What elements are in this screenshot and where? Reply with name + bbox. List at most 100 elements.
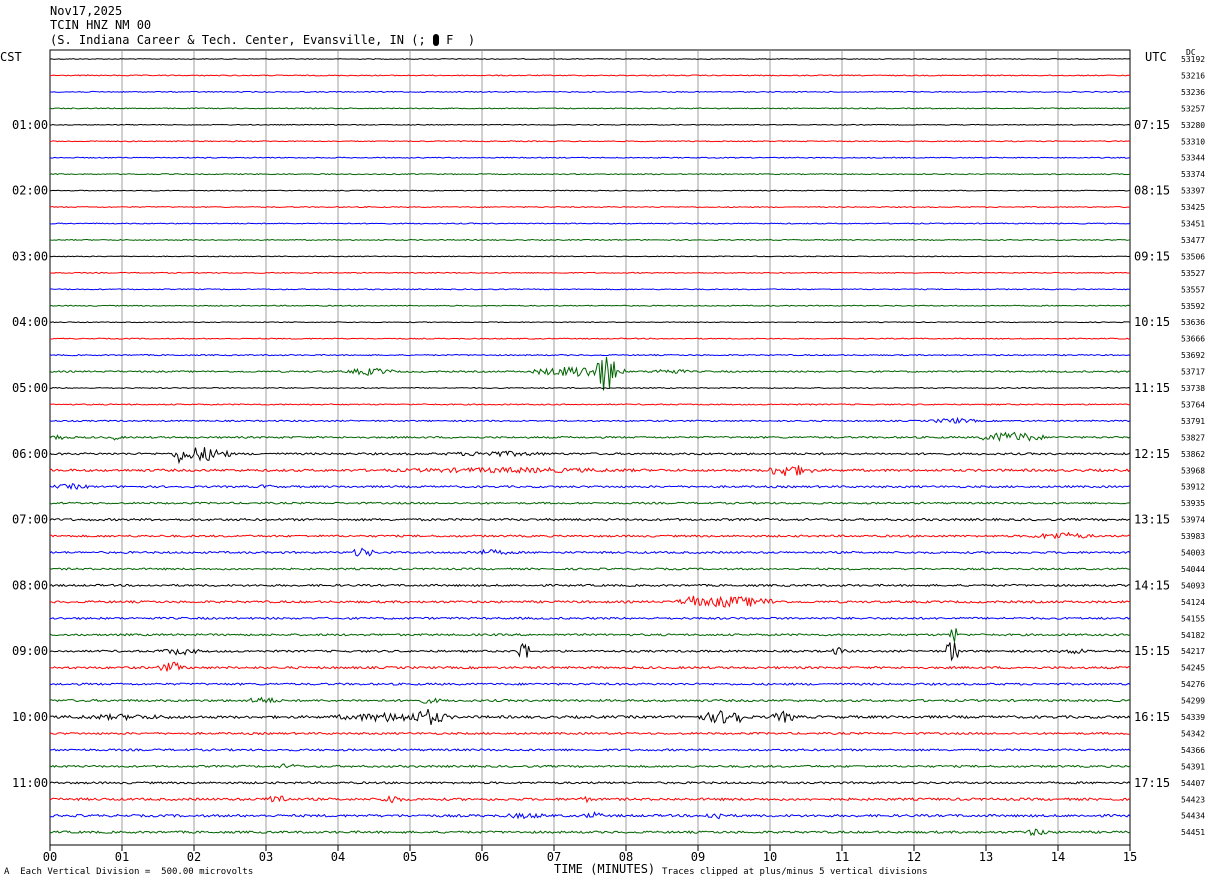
seismic-trace <box>49 501 1131 505</box>
seismic-trace <box>49 763 1131 769</box>
x-tick-label: 05 <box>403 850 417 864</box>
dc-offset-label: 53477 <box>1181 236 1205 245</box>
right-hour-label: 08:15 <box>1134 184 1170 198</box>
dc-offset-label: 53527 <box>1181 269 1205 278</box>
x-tick-label: 00 <box>43 850 57 864</box>
seismic-trace <box>49 616 1131 621</box>
dc-offset-label: 53397 <box>1181 187 1205 196</box>
left-hour-label: 09:00 <box>12 644 48 658</box>
seismic-trace <box>49 304 1131 307</box>
scale-note: A Each Vertical Division = 500.00 microv… <box>4 867 253 877</box>
right-hour-label: 10:15 <box>1134 315 1170 329</box>
plot-frame <box>49 49 1131 846</box>
x-tick-label: 10 <box>763 850 777 864</box>
right-hour-label: 12:15 <box>1134 447 1170 461</box>
x-tick-label: 01 <box>115 850 129 864</box>
seismic-trace <box>49 642 1131 662</box>
x-tick-label: 13 <box>979 850 993 864</box>
seismic-trace <box>49 810 1131 820</box>
x-tick-label: 06 <box>475 850 489 864</box>
seismic-trace <box>49 321 1131 324</box>
left-timezone-label: CST <box>0 50 22 64</box>
seismic-trace <box>49 337 1131 340</box>
station-location: (S. Indiana Career & Tech. Center, Evans… <box>50 34 475 47</box>
seismic-trace <box>49 90 1131 93</box>
left-hour-label: 02:00 <box>12 184 48 198</box>
dc-offset-label: 54003 <box>1181 549 1205 558</box>
dc-offset-label: 53764 <box>1181 400 1205 409</box>
seismic-trace <box>49 156 1131 159</box>
seismic-trace <box>49 731 1131 736</box>
dc-offset-label: 54434 <box>1181 812 1205 821</box>
dc-offset-label: 54124 <box>1181 598 1205 607</box>
dc-column-label: DC <box>1186 48 1196 57</box>
x-tick-label: 02 <box>187 850 201 864</box>
left-hour-label: 01:00 <box>12 118 48 132</box>
seismic-trace <box>49 595 1131 608</box>
right-hour-label: 11:15 <box>1134 381 1170 395</box>
seismic-trace <box>49 74 1131 77</box>
dc-offset-label: 53592 <box>1181 302 1205 311</box>
right-hour-label: 14:15 <box>1134 578 1170 592</box>
dc-offset-label: 53827 <box>1181 433 1205 442</box>
seismic-trace <box>49 682 1131 686</box>
left-hour-label: 06:00 <box>12 447 48 461</box>
scale-text: Each Vertical Division = 500.00 microvol… <box>20 867 254 877</box>
dc-offset-label: 53717 <box>1181 368 1205 377</box>
seismic-trace <box>49 567 1131 571</box>
seismic-trace <box>49 189 1131 192</box>
seismic-trace <box>49 173 1131 176</box>
seismic-trace <box>49 140 1131 143</box>
dc-offset-label: 53216 <box>1181 71 1205 80</box>
location-text: (S. Indiana Career & Tech. Center, Evans… <box>50 33 426 47</box>
seismic-trace <box>49 107 1131 110</box>
seismic-trace <box>49 781 1131 785</box>
dc-offset-label: 53557 <box>1181 285 1205 294</box>
dc-offset-label: 54182 <box>1181 631 1205 640</box>
right-hour-label: 09:15 <box>1134 249 1170 263</box>
dc-offset-label: 54366 <box>1181 746 1205 755</box>
dc-offset-label: 54342 <box>1181 729 1205 738</box>
right-hour-label: 07:15 <box>1134 118 1170 132</box>
seismic-trace <box>49 403 1131 406</box>
seismic-trace <box>49 517 1131 522</box>
x-tick-label: 08 <box>619 850 633 864</box>
x-tick-label: 14 <box>1051 850 1065 864</box>
left-hour-label: 05:00 <box>12 381 48 395</box>
dc-offset-label: 53257 <box>1181 104 1205 113</box>
dc-offset-label: 54245 <box>1181 664 1205 673</box>
seismic-trace <box>49 465 1131 477</box>
seismic-trace <box>49 356 1131 391</box>
dc-offset-label: 54423 <box>1181 795 1205 804</box>
dc-offset-label: 53280 <box>1181 121 1205 130</box>
seismic-trace <box>49 222 1131 225</box>
dc-offset-label: 53425 <box>1181 203 1205 212</box>
x-tick-label: 11 <box>835 850 849 864</box>
dc-offset-label: 54155 <box>1181 614 1205 623</box>
right-hour-label: 13:15 <box>1134 513 1170 527</box>
dc-offset-label: 53344 <box>1181 154 1205 163</box>
dc-offset-label: 54217 <box>1181 647 1205 656</box>
seismic-trace <box>49 583 1131 588</box>
seismic-trace <box>49 353 1131 357</box>
dc-offset-label: 54339 <box>1181 713 1205 722</box>
dc-offset-label: 53791 <box>1181 417 1205 426</box>
x-tick-label: 03 <box>259 850 273 864</box>
dc-offset-label: 53974 <box>1181 516 1205 525</box>
dc-offset-label: 54451 <box>1181 828 1205 837</box>
seismic-trace <box>49 661 1131 672</box>
seismic-trace <box>49 696 1131 704</box>
seismic-trace <box>49 386 1131 390</box>
right-hour-label: 16:15 <box>1134 710 1170 724</box>
plot-date: Nov17,2025 <box>50 4 123 18</box>
dc-offset-label: 53968 <box>1181 466 1205 475</box>
left-hour-label: 04:00 <box>12 315 48 329</box>
dc-offset-label: 53192 <box>1181 55 1205 64</box>
scale-prefix: A <box>4 867 10 877</box>
seismic-trace <box>49 828 1131 837</box>
left-hour-label: 11:00 <box>12 776 48 790</box>
x-tick-label: 15 <box>1123 850 1137 864</box>
location-suffix: F ) <box>446 33 476 47</box>
dc-offset-label: 53310 <box>1181 137 1205 146</box>
seismic-trace <box>49 123 1131 126</box>
